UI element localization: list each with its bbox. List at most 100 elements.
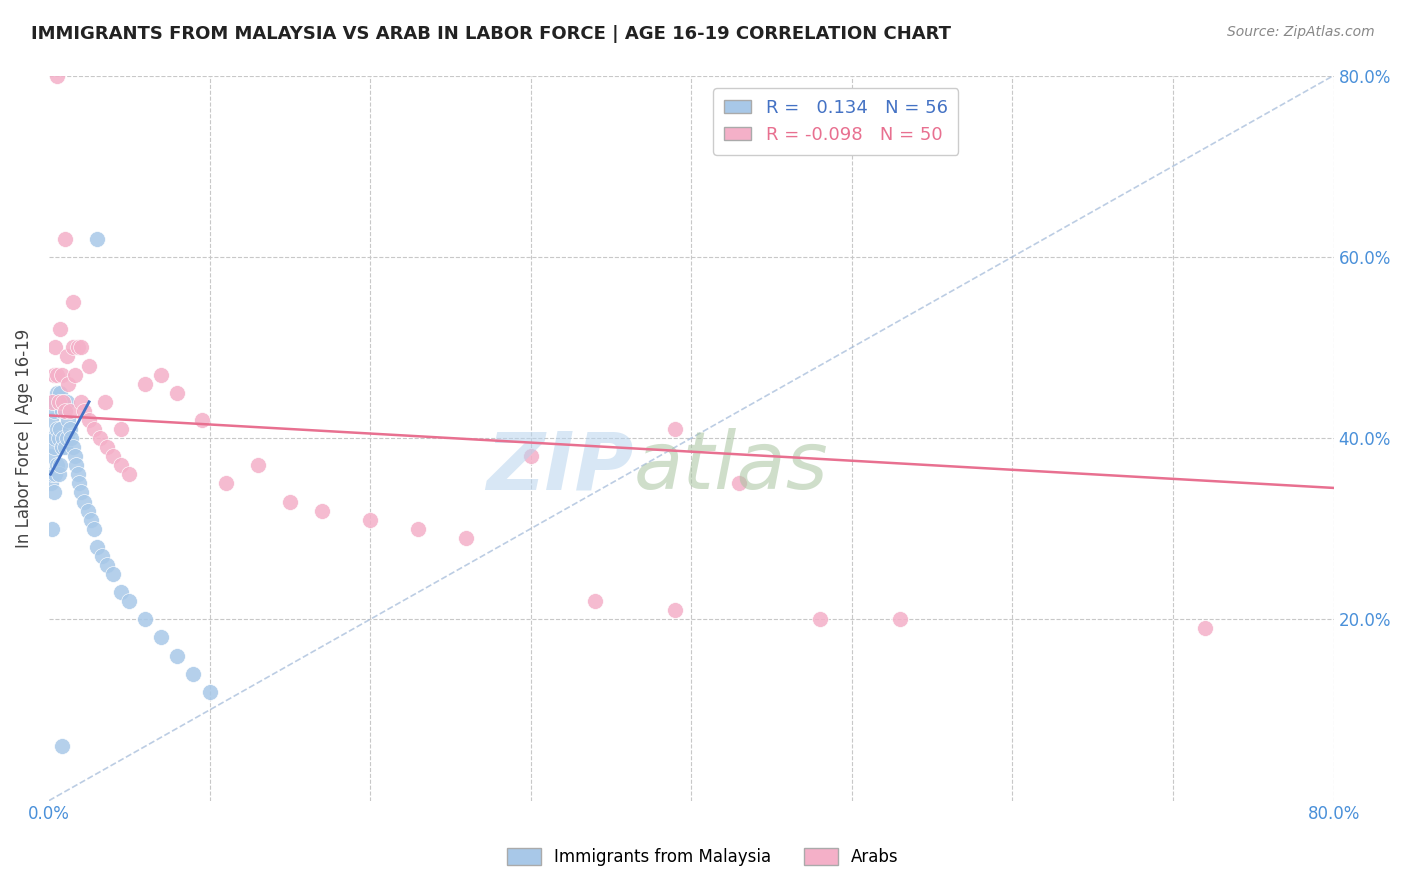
- Point: [42, 485, 65, 500]
- Point: [59, 404, 82, 418]
- Point: [150, 631, 173, 645]
- Point: [55, 431, 77, 445]
- Point: [278, 494, 301, 508]
- Y-axis label: In Labor Force | Age 16-19: In Labor Force | Age 16-19: [15, 328, 32, 548]
- Point: [52, 431, 75, 445]
- Point: [214, 476, 236, 491]
- Point: [51, 440, 73, 454]
- Point: [51, 404, 73, 418]
- Point: [150, 368, 173, 382]
- Point: [456, 531, 478, 545]
- Point: [246, 458, 269, 473]
- Point: [118, 467, 141, 482]
- Point: [96, 440, 118, 454]
- Text: atlas: atlas: [634, 428, 828, 506]
- Point: [86, 540, 108, 554]
- Point: [83, 522, 105, 536]
- Point: [73, 494, 96, 508]
- Point: [55, 350, 77, 364]
- Point: [63, 368, 86, 382]
- Point: [69, 476, 91, 491]
- Point: [583, 594, 606, 608]
- Point: [48, 467, 70, 482]
- Point: [52, 394, 75, 409]
- Point: [889, 612, 911, 626]
- Point: [519, 449, 541, 463]
- Point: [46, 368, 69, 382]
- Point: [110, 422, 132, 436]
- Point: [49, 385, 72, 400]
- Point: [73, 404, 96, 418]
- Point: [166, 385, 188, 400]
- Point: [39, 413, 62, 427]
- Point: [53, 232, 76, 246]
- Point: [664, 422, 686, 436]
- Point: [52, 394, 75, 409]
- Point: [110, 458, 132, 473]
- Point: [44, 340, 66, 354]
- Point: [66, 340, 89, 354]
- Point: [46, 422, 69, 436]
- Point: [103, 449, 125, 463]
- Legend: R =   0.134   N = 56, R = -0.098   N = 50: R = 0.134 N = 56, R = -0.098 N = 50: [713, 88, 959, 155]
- Point: [48, 394, 70, 409]
- Point: [77, 359, 100, 373]
- Point: [53, 404, 76, 418]
- Point: [53, 404, 76, 418]
- Point: [46, 385, 69, 400]
- Point: [59, 422, 82, 436]
- Point: [65, 458, 87, 473]
- Point: [60, 431, 83, 445]
- Point: [80, 513, 103, 527]
- Point: [96, 558, 118, 572]
- Point: [44, 467, 66, 482]
- Point: [41, 467, 63, 482]
- Point: [1194, 621, 1216, 635]
- Point: [49, 458, 72, 473]
- Point: [77, 413, 100, 427]
- Point: [62, 440, 84, 454]
- Point: [55, 394, 77, 409]
- Point: [44, 431, 66, 445]
- Point: [63, 449, 86, 463]
- Point: [311, 503, 333, 517]
- Point: [118, 594, 141, 608]
- Point: [359, 513, 381, 527]
- Point: [48, 431, 70, 445]
- Point: [58, 413, 80, 427]
- Point: [664, 603, 686, 617]
- Point: [86, 232, 108, 246]
- Point: [183, 666, 205, 681]
- Point: [51, 368, 73, 382]
- Point: [110, 585, 132, 599]
- Point: [41, 394, 63, 409]
- Point: [134, 612, 156, 626]
- Point: [48, 394, 70, 409]
- Point: [166, 648, 188, 663]
- Point: [198, 685, 221, 699]
- Point: [44, 394, 66, 409]
- Point: [41, 394, 63, 409]
- Point: [49, 422, 72, 436]
- Point: [53, 440, 76, 454]
- Point: [42, 404, 65, 418]
- Point: [42, 440, 65, 454]
- Point: [70, 485, 93, 500]
- Point: [46, 458, 69, 473]
- Point: [51, 739, 73, 754]
- Point: [728, 476, 751, 491]
- Point: [89, 431, 111, 445]
- Text: ZIP: ZIP: [486, 428, 634, 506]
- Point: [41, 431, 63, 445]
- Text: IMMIGRANTS FROM MALAYSIA VS ARAB IN LABOR FORCE | AGE 16-19 CORRELATION CHART: IMMIGRANTS FROM MALAYSIA VS ARAB IN LABO…: [31, 25, 950, 43]
- Point: [49, 322, 72, 336]
- Point: [62, 340, 84, 354]
- Point: [46, 69, 69, 83]
- Point: [39, 476, 62, 491]
- Point: [66, 467, 89, 482]
- Point: [103, 567, 125, 582]
- Point: [70, 394, 93, 409]
- Legend: Immigrants from Malaysia, Arabs: Immigrants from Malaysia, Arabs: [501, 841, 905, 873]
- Point: [808, 612, 831, 626]
- Point: [134, 376, 156, 391]
